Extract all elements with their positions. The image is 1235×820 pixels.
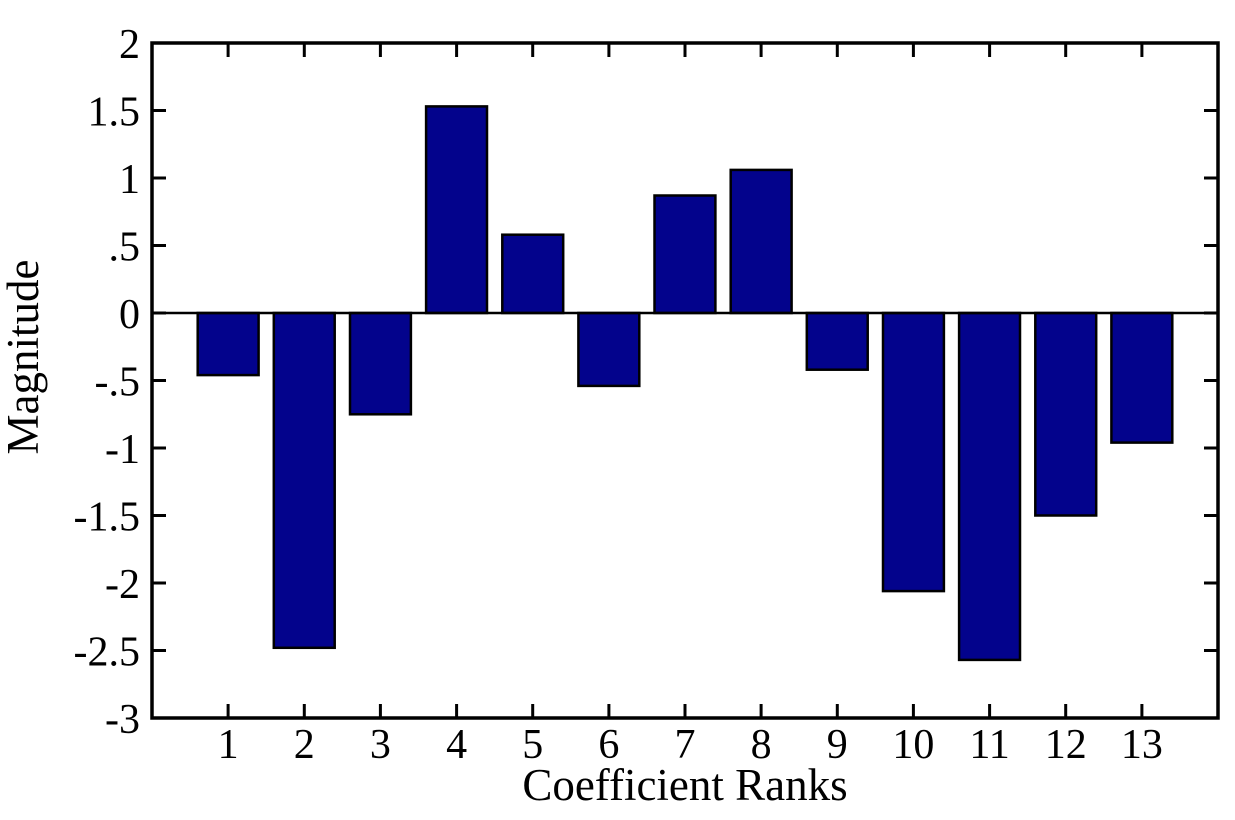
ticks-group xyxy=(152,41,1218,720)
bar-rank-6 xyxy=(577,311,641,388)
x-tick-label: 9 xyxy=(827,722,848,768)
x-tick-label: 3 xyxy=(370,722,391,768)
y-tick-label: 1 xyxy=(119,157,140,203)
bar-rank-7 xyxy=(653,194,717,315)
x-tick-label: 5 xyxy=(522,722,543,768)
x-tick-label: 4 xyxy=(446,722,467,768)
y-tick-label: -2 xyxy=(105,562,140,608)
x-tick-label: 6 xyxy=(598,722,619,768)
tick-labels-group: 21.51.50-.5-1-1.5-2-2.5-31 2 3 4 5 6 7 8 9 10 11 12… xyxy=(74,22,1163,768)
bars-group xyxy=(196,105,1174,662)
bar-rank-12 xyxy=(1034,311,1098,517)
x-tick-label: 8 xyxy=(751,722,772,768)
y-tick-label: -1.5 xyxy=(74,495,141,541)
x-tick-label: 11 xyxy=(969,722,1009,768)
bar-rank-8 xyxy=(729,168,793,315)
bar-rank-11 xyxy=(957,311,1022,662)
y-tick-label: -2.5 xyxy=(74,630,141,676)
bar-rank-9 xyxy=(805,311,869,371)
y-tick-label: .5 xyxy=(109,225,141,271)
x-tick-label: 13 xyxy=(1121,722,1163,768)
y-tick-label: -.5 xyxy=(95,360,141,406)
y-tick-label: -3 xyxy=(105,697,140,743)
y-tick-label: -1 xyxy=(105,427,140,473)
x-tick-label: 2 xyxy=(294,722,315,768)
x-tick-label: 12 xyxy=(1045,722,1087,768)
x-axis-label: Coefficient Ranks xyxy=(522,760,847,810)
bar-rank-1 xyxy=(196,311,260,377)
y-tick-label: 2 xyxy=(119,22,140,68)
bar-rank-2 xyxy=(272,311,336,650)
x-tick-label: 7 xyxy=(675,722,696,768)
bar-rank-3 xyxy=(348,311,413,416)
x-tick-label: 10 xyxy=(892,722,934,768)
x-tick-label: 1 xyxy=(218,722,239,768)
bar-rank-4 xyxy=(424,105,489,315)
bar-rank-13 xyxy=(1110,311,1174,444)
bar-rank-5 xyxy=(501,233,565,315)
y-tick-label: 0 xyxy=(119,292,140,338)
bar-rank-10 xyxy=(881,311,946,593)
y-axis-label: Magnitude xyxy=(0,260,48,455)
y-tick-label: 1.5 xyxy=(88,90,141,136)
